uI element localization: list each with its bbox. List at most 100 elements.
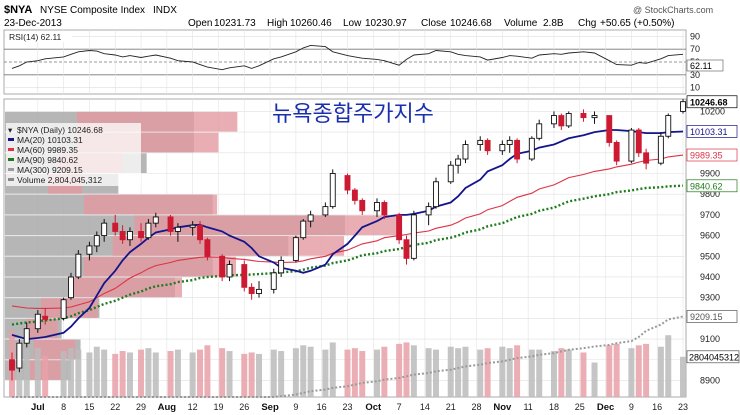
volume-bar <box>591 362 598 397</box>
candle <box>119 225 126 244</box>
high-label: High <box>267 18 288 29</box>
candle-body <box>680 101 686 112</box>
flag-box <box>686 179 738 193</box>
date-tick-label: 26 <box>239 402 249 412</box>
date-tick-label: 16 <box>652 402 662 412</box>
candle <box>643 148 650 170</box>
volume-bar <box>447 346 454 397</box>
candle-body <box>42 315 49 320</box>
candle <box>34 310 41 333</box>
legend-swatch <box>8 178 14 181</box>
candle-body <box>580 113 587 119</box>
candle-body <box>189 224 196 228</box>
candle <box>16 339 23 373</box>
candle <box>93 231 100 253</box>
candle <box>197 221 203 244</box>
rsi-tick-label: 90 <box>690 31 700 41</box>
flag-label: 9840.62 <box>690 181 723 191</box>
candle <box>403 235 410 265</box>
rsi-legend: RSI(14) 62.11 <box>9 32 62 42</box>
candle-body <box>606 115 613 143</box>
candle <box>23 322 30 348</box>
legend-entry: MA(20) 10103.31 <box>17 135 83 145</box>
volume-bar <box>145 348 152 397</box>
legend-swatch <box>8 148 14 151</box>
volume-bar <box>86 352 93 397</box>
candle-body <box>613 142 620 162</box>
candle <box>329 169 336 209</box>
volume-bar <box>126 352 133 397</box>
candle <box>138 223 144 242</box>
candle-body <box>514 139 521 160</box>
candle-body <box>528 137 535 160</box>
candle-body <box>484 139 491 152</box>
candle <box>613 140 620 166</box>
candle-body <box>307 214 314 222</box>
rsi-panel: 9070503010 RSI(14) 62.11 62.11 <box>3 29 724 95</box>
candle-body <box>344 175 351 191</box>
date-tick-label: 28 <box>472 402 482 412</box>
volume-bar <box>67 348 74 397</box>
legend-swatch <box>8 158 14 161</box>
volume-flag-box <box>686 350 740 364</box>
candle-body <box>138 230 144 239</box>
candle-body <box>433 181 439 208</box>
candle <box>665 113 672 139</box>
candle <box>528 136 535 162</box>
change-value: +50.65 (+0.50%) <box>600 18 675 29</box>
volume-bars <box>9 330 686 397</box>
volume-bar <box>226 351 233 397</box>
candle <box>152 212 159 228</box>
candle-body <box>322 206 329 216</box>
right-flags: 10246.68 10103.31 9989.35 9840.62 9209.15 280… <box>686 95 740 364</box>
candle <box>455 154 462 174</box>
candle-body <box>455 158 462 166</box>
candle-body <box>75 253 82 278</box>
candle-body <box>381 202 388 216</box>
volume-bar <box>138 349 145 397</box>
volume-bar <box>403 342 410 397</box>
date-tick-label: 8 <box>61 402 66 412</box>
date-tick-label: 14 <box>420 402 430 412</box>
candle <box>226 260 233 282</box>
candle <box>680 99 686 114</box>
volume-bar <box>373 349 380 397</box>
volume-bar <box>322 349 329 397</box>
candle <box>9 352 15 381</box>
candle <box>145 219 152 240</box>
candle-body <box>499 144 506 152</box>
legend-entry: MA(90) 9840.62 <box>17 155 78 165</box>
candle-body <box>248 286 255 294</box>
volume-bar <box>657 346 664 397</box>
candle-body <box>396 214 403 241</box>
price-tick-label: 9900 <box>700 169 720 179</box>
legend-entry: MA(60) 9989.35 <box>17 145 78 155</box>
volume-bar <box>580 352 587 397</box>
quote-date: 23-Dec-2013 <box>4 18 62 29</box>
volume-bar <box>536 349 543 397</box>
volume-bar <box>152 352 159 397</box>
candle-body <box>9 359 15 371</box>
candle <box>270 268 277 294</box>
volume-bar <box>42 355 49 397</box>
date-tick-label: 12 <box>188 402 198 412</box>
candle-body <box>278 259 285 274</box>
volume-bar <box>613 343 620 397</box>
flag-label: 10246.68 <box>690 97 728 107</box>
candle-body <box>558 115 565 127</box>
date-tick-label: 23 <box>342 402 352 412</box>
candle-body <box>270 272 277 290</box>
candle-body <box>551 115 557 125</box>
candle <box>410 210 417 261</box>
candle <box>241 260 248 292</box>
volume-bar <box>351 348 358 397</box>
price-axis: 8900900091009200930094009500960097009800… <box>700 106 725 385</box>
volume-label: Volume <box>504 18 538 29</box>
date-tick-label: 21 <box>446 402 456 412</box>
volume-bar <box>75 349 82 397</box>
volume-bar <box>514 345 521 397</box>
legend-entry: $NYA (Daily) 10246.68 <box>17 125 103 135</box>
candle-body <box>204 239 211 257</box>
date-tick-label: 15 <box>84 402 94 412</box>
candle-body <box>657 135 664 164</box>
